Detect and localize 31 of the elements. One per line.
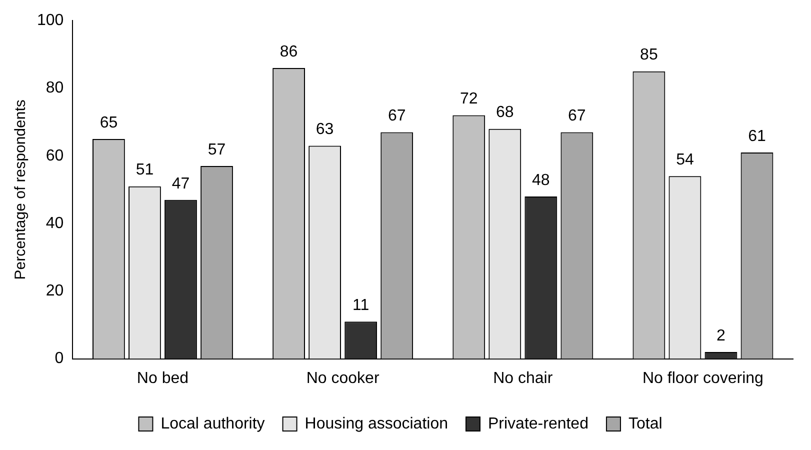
data-label: 51 (136, 162, 154, 179)
data-label: 68 (496, 104, 514, 122)
legend-label: Private-rented (488, 415, 588, 432)
legend-label: Total (628, 415, 662, 432)
x-tick-label: No chair (493, 370, 554, 387)
x-tick-label: No cooker (306, 370, 380, 387)
y-tick-label: 100 (36, 12, 64, 30)
data-label: 57 (208, 141, 226, 158)
y-tick-label: 0 (54, 350, 64, 368)
data-label: 67 (388, 108, 406, 125)
y-tick-label: 40 (46, 214, 64, 232)
data-label: 65 (100, 114, 118, 132)
data-label: 2 (716, 327, 726, 344)
data-label: 63 (316, 121, 334, 138)
data-label: 54 (676, 152, 694, 169)
y-axis-title: Percentage of respondents (12, 100, 30, 280)
data-label: 47 (172, 175, 190, 192)
y-tick-label: 60 (46, 147, 64, 164)
x-tick-label: No bed (136, 370, 189, 387)
y-tick-label: 80 (46, 80, 64, 97)
y-tick-label: 20 (46, 282, 64, 300)
legend-label: Housing association (304, 415, 448, 432)
data-label: 48 (532, 172, 550, 189)
data-label: 61 (748, 128, 766, 145)
data-label: 67 (568, 108, 586, 125)
data-label: 11 (352, 297, 370, 314)
x-tick-label: No floor covering (642, 370, 764, 387)
legend-label: Local authority (160, 415, 265, 432)
data-label: 86 (280, 43, 298, 60)
data-label: 72 (460, 90, 478, 108)
data-label: 85 (640, 46, 658, 64)
